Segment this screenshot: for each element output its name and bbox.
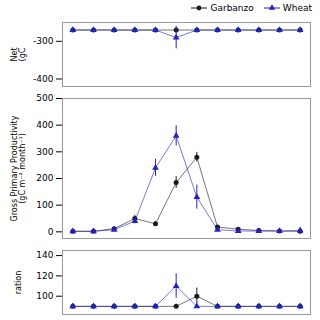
svg-text:0: 0 [48,227,54,237]
svg-text:300: 300 [36,147,53,157]
svg-text:100: 100 [36,200,53,210]
svg-text:ration: ration [14,271,23,295]
svg-text:Net(gC: Net(gC [10,47,27,61]
html-text:Wheat: Wheat [282,3,312,13]
svg-text:-400: -400 [33,74,54,84]
svg-text:200: 200 [36,173,53,183]
svg-text:-300: -300 [33,36,54,46]
html-text:Garbanzo: Garbanzo [210,3,254,13]
svg-text:400: 400 [36,120,53,130]
svg-text:Gross Primary Productivity(gC: Gross Primary Productivity(gC m⁻² month⁻… [10,115,27,221]
svg-text:120: 120 [36,271,53,281]
svg-text:500: 500 [36,93,53,103]
svg-text:140: 140 [36,250,53,260]
svg-text:100: 100 [36,291,53,301]
